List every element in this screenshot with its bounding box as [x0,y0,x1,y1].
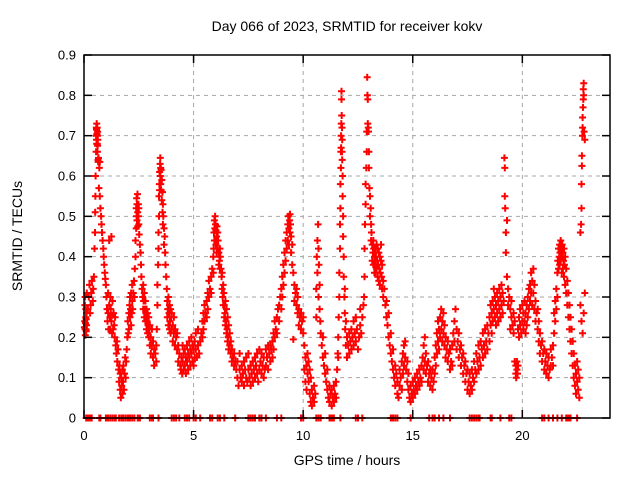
y-tick-label: 0 [69,411,76,426]
y-tick-label: 0.5 [58,209,76,224]
x-tick-label: 15 [406,428,420,443]
y-axis-label: SRMTID / TECUs [9,181,25,291]
y-tick-label: 0.8 [58,88,76,103]
tick-labels: 0 5 10 15 20 0 0.1 0.2 0.3 0.4 0.5 0.6 0.7 0.8 0.9 [58,48,530,444]
x-tick-label: 0 [80,428,87,443]
x-axis-label: GPS time / hours [294,452,401,468]
y-tick-label: 0.1 [58,370,76,385]
plot-border [83,54,611,419]
scatter-points-SRMTID [80,73,589,422]
y-tick-label: 0.4 [58,249,76,264]
y-tick-label: 0.2 [58,330,76,345]
chart-title: Day 066 of 2023, SRMTID for receiver kok… [212,18,483,34]
x-tick-label: 5 [190,428,197,443]
y-tick-label: 0.7 [58,128,76,143]
data-points-layer [80,73,589,422]
plot-border-and-ticks [83,54,611,419]
x-tick-label: 20 [515,428,529,443]
y-tick-label: 0.3 [58,290,76,305]
y-tick-label: 0.9 [58,48,76,63]
x-tick-label: 10 [296,428,310,443]
y-tick-label: 0.6 [58,169,76,184]
